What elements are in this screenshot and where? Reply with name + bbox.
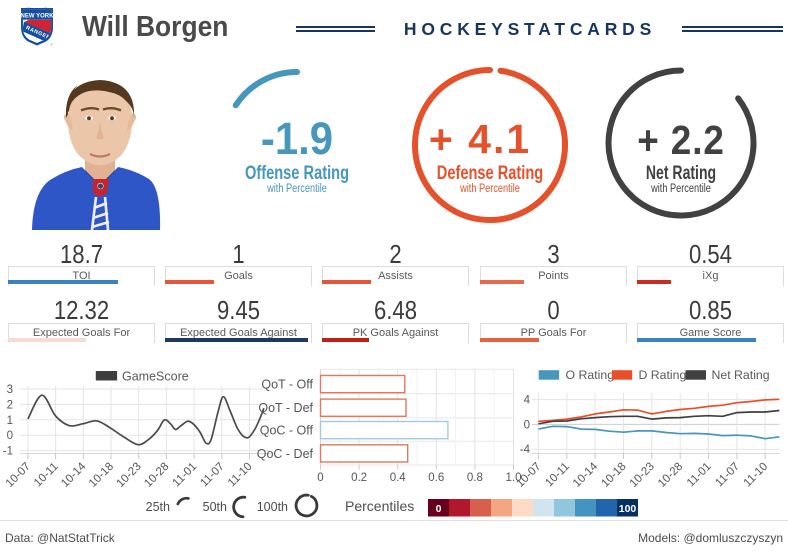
svg-text:10-11: 10-11 [543, 461, 572, 490]
svg-text:0: 0 [436, 503, 442, 515]
svg-text:11-10: 11-10 [226, 461, 255, 490]
svg-text:0.8: 0.8 [467, 472, 483, 484]
svg-text:4: 4 [524, 395, 531, 407]
svg-text:10-23: 10-23 [115, 461, 144, 490]
svg-text:10-14: 10-14 [571, 460, 601, 490]
svg-text:10-18: 10-18 [599, 461, 628, 490]
svg-text:QoT - Def: QoT - Def [258, 401, 313, 415]
svg-text:11-07: 11-07 [713, 461, 742, 490]
svg-text:0: 0 [524, 419, 530, 431]
svg-text:0.4: 0.4 [390, 472, 407, 484]
svg-text:Net Rating: Net Rating [712, 368, 770, 382]
svg-text:10-18: 10-18 [87, 461, 116, 490]
svg-text:NEW YORK: NEW YORK [21, 14, 54, 20]
svg-text:Percentiles: Percentiles [345, 498, 414, 514]
svg-text:10-23: 10-23 [628, 461, 657, 490]
svg-text:D Rating: D Rating [639, 368, 687, 382]
svg-text:10-11: 10-11 [32, 461, 61, 490]
svg-text:2: 2 [7, 399, 13, 411]
svg-text:100th: 100th [257, 500, 288, 514]
svg-text:0: 0 [317, 472, 323, 484]
svg-text:1.0: 1.0 [506, 472, 522, 484]
svg-text:0.2: 0.2 [351, 472, 367, 484]
svg-text:QoC - Def: QoC - Def [257, 447, 314, 461]
svg-text:11-01: 11-01 [685, 461, 714, 490]
svg-text:3: 3 [7, 384, 13, 396]
svg-text:10-14: 10-14 [59, 460, 89, 490]
svg-text:11-07: 11-07 [198, 461, 227, 490]
svg-text:0: 0 [7, 430, 13, 442]
svg-text:-1: -1 [3, 446, 13, 458]
svg-text:GameScore: GameScore [122, 370, 189, 384]
svg-text:O Rating: O Rating [566, 368, 615, 382]
svg-text:25th: 25th [146, 500, 170, 514]
svg-text:100: 100 [619, 503, 637, 515]
svg-text:10-07: 10-07 [4, 461, 33, 490]
svg-text:50th: 50th [203, 500, 227, 514]
svg-text:0.6: 0.6 [428, 472, 444, 484]
svg-text:1: 1 [7, 415, 13, 427]
svg-text:-4: -4 [520, 444, 531, 456]
svg-text:11-10: 11-10 [742, 461, 771, 490]
svg-text:QoT - Off: QoT - Off [261, 378, 313, 392]
svg-text:QoC - Off: QoC - Off [260, 424, 314, 438]
svg-text:11-01: 11-01 [171, 461, 200, 490]
svg-text:10-28: 10-28 [142, 461, 171, 490]
svg-text:10-28: 10-28 [656, 461, 685, 490]
